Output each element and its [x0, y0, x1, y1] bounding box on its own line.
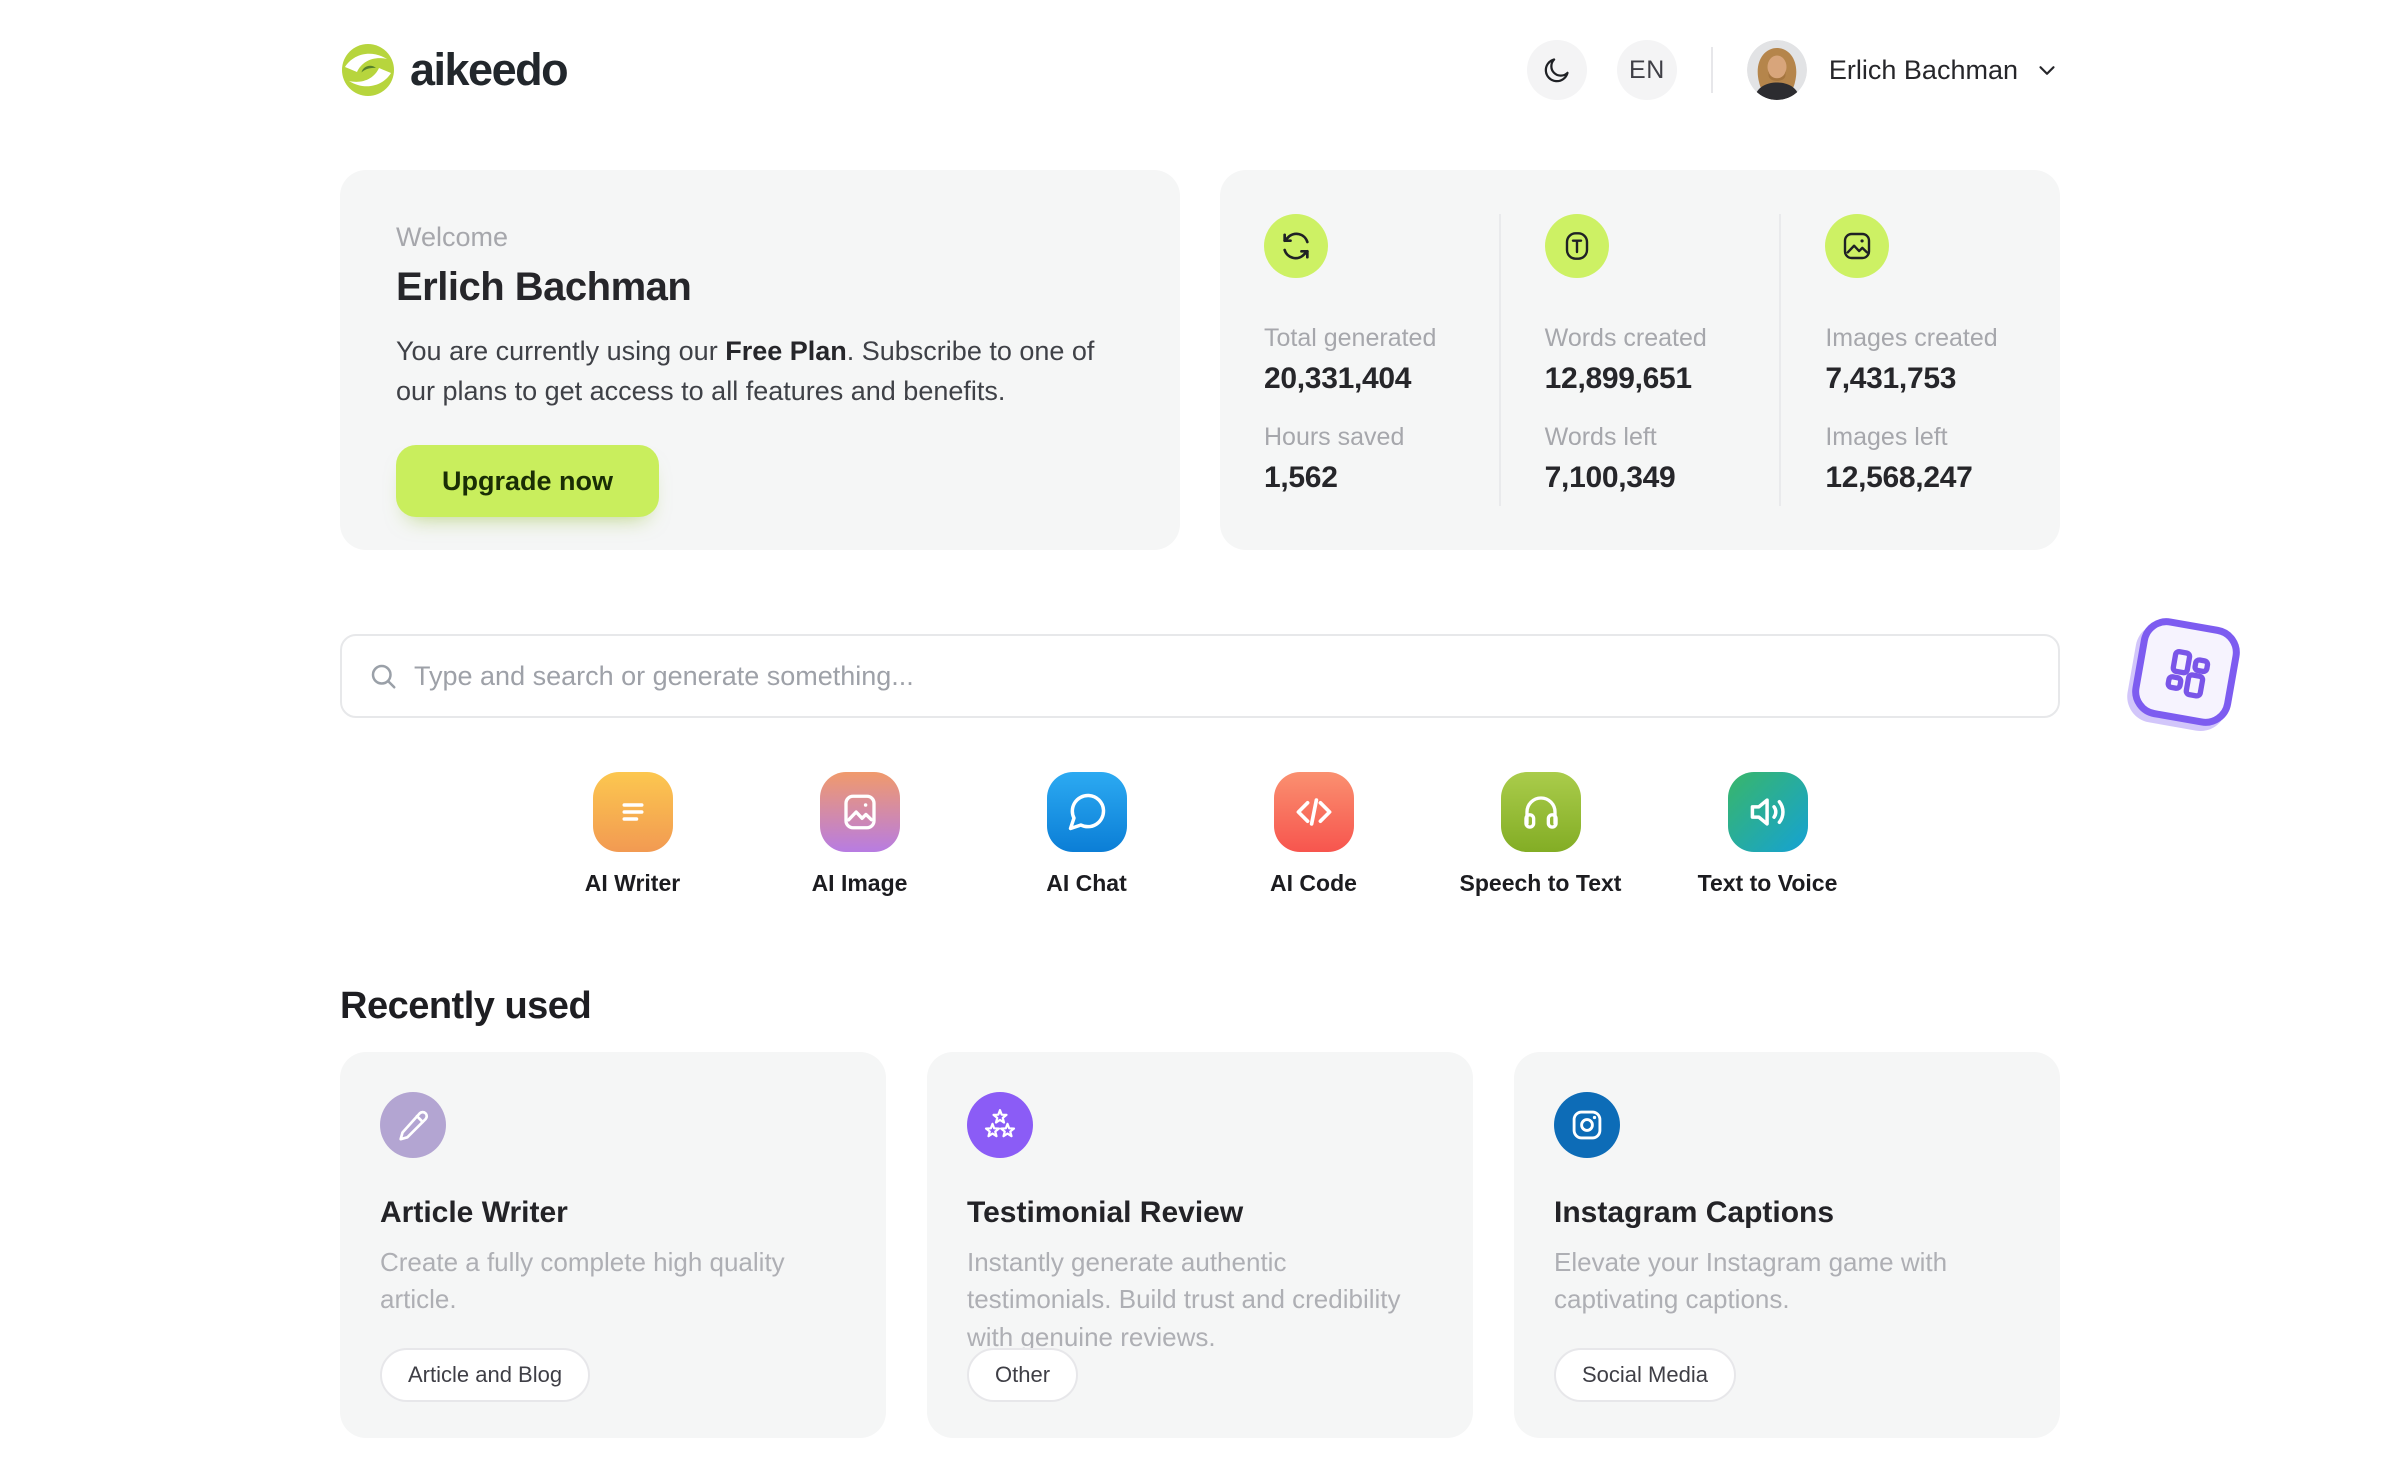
- stars-icon: [967, 1092, 1033, 1158]
- stat-total-generated: Total generated 20,331,404: [1264, 324, 1437, 395]
- upgrade-button[interactable]: Upgrade now: [396, 445, 660, 518]
- search-icon: [368, 661, 398, 691]
- dark-mode-toggle[interactable]: [1526, 40, 1587, 100]
- writer-icon: [592, 772, 673, 852]
- welcome-user-name: Erlich Bachman: [396, 265, 692, 309]
- welcome-label: Welcome: [396, 222, 509, 252]
- language-selector[interactable]: EN: [1616, 40, 1677, 100]
- recent-card-testimonial-review[interactable]: Testimonial Review Instantly generate au…: [927, 1052, 1473, 1438]
- user-avatar[interactable]: [1746, 40, 1807, 100]
- sync-icon: [1264, 214, 1328, 278]
- category-tag[interactable]: Article and Blog: [380, 1348, 591, 1402]
- image-icon: [1825, 214, 1890, 278]
- recently-used-row: Article Writer Create a fully complete h…: [340, 1052, 2060, 1438]
- search-input[interactable]: [414, 660, 2032, 692]
- stat-column-words: Words created 12,899,651 Words left 7,10…: [1498, 214, 1780, 506]
- top-bar: aikeedo EN: [340, 0, 2060, 100]
- category-tag[interactable]: Other: [967, 1348, 1079, 1402]
- recently-used-heading: Recently used: [340, 985, 592, 1027]
- user-name[interactable]: Erlich Bachman: [1828, 54, 2018, 85]
- moon-icon: [1542, 55, 1572, 85]
- category-tag[interactable]: Social Media: [1554, 1348, 1736, 1402]
- tool-ai-image[interactable]: AI Image: [779, 772, 941, 897]
- tool-speech-to-text[interactable]: Speech to Text: [1460, 772, 1622, 897]
- instagram-icon: [1554, 1092, 1620, 1158]
- stat-column-generated: Total generated 20,331,404 Hours saved 1…: [1220, 214, 1499, 506]
- header-actions: EN Erlich Bachman: [1526, 40, 2060, 100]
- apps-grid-badge[interactable]: [2128, 614, 2244, 730]
- speaker-icon: [1727, 772, 1808, 852]
- recent-card-article-writer[interactable]: Article Writer Create a fully complete h…: [340, 1052, 886, 1438]
- stat-column-images: Images created 7,431,753 Images left 12,…: [1779, 214, 2060, 506]
- plan-name: Free Plan: [725, 336, 847, 366]
- recent-card-instagram-captions[interactable]: Instagram Captions Elevate your Instagra…: [1514, 1052, 2060, 1438]
- tools-row: AI Writer AI Image AI: [340, 772, 2060, 897]
- welcome-card: Welcome Erlich Bachman You are currently…: [340, 170, 1180, 550]
- stat-hours-saved: Hours saved 1,562: [1264, 423, 1405, 494]
- text-icon: [1544, 214, 1609, 278]
- header-divider: [1710, 47, 1713, 93]
- stat-images-left: Images left 12,568,247: [1825, 423, 1973, 494]
- hero-row: Welcome Erlich Bachman You are currently…: [340, 170, 2060, 550]
- tool-ai-code[interactable]: AI Code: [1233, 772, 1395, 897]
- logo-mark-icon: [340, 42, 396, 98]
- language-label: EN: [1629, 55, 1665, 84]
- pencil-icon: [380, 1092, 446, 1158]
- stat-images-created: Images created 7,431,753: [1825, 324, 1998, 395]
- plan-message: You are currently using our Free Plan. S…: [396, 336, 1095, 406]
- stats-card: Total generated 20,331,404 Hours saved 1…: [1220, 170, 2060, 550]
- brand-logo[interactable]: aikeedo: [340, 42, 569, 98]
- stat-words-created: Words created 12,899,651: [1544, 324, 1707, 395]
- tool-ai-chat[interactable]: AI Chat: [1006, 772, 1168, 897]
- tool-ai-writer[interactable]: AI Writer: [552, 772, 714, 897]
- chat-icon: [1046, 772, 1127, 852]
- image-icon: [819, 772, 900, 852]
- grid-icon: [2150, 636, 2222, 708]
- brand-name: aikeedo: [410, 44, 569, 95]
- tool-text-to-voice[interactable]: Text to Voice: [1687, 772, 1849, 897]
- chevron-down-icon[interactable]: [2034, 57, 2060, 83]
- headphones-icon: [1500, 772, 1581, 852]
- search-bar[interactable]: [340, 634, 2060, 718]
- stat-words-left: Words left 7,100,349: [1544, 423, 1676, 494]
- code-icon: [1273, 772, 1354, 852]
